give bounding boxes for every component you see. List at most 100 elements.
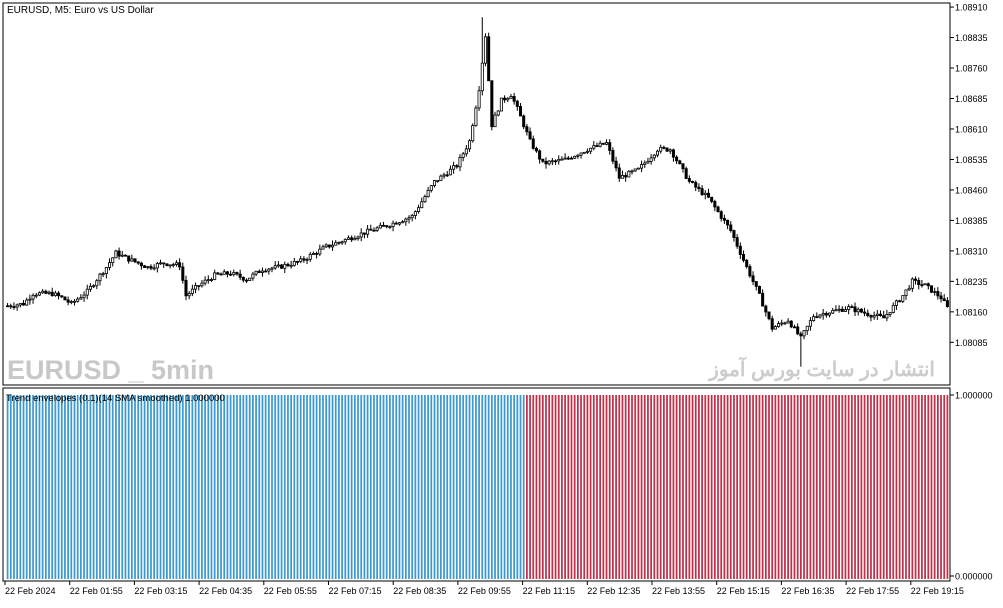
candle (585, 148, 589, 154)
candle (831, 307, 835, 314)
candle (703, 190, 707, 200)
candle (362, 232, 366, 239)
candle (773, 325, 777, 330)
candle (786, 318, 790, 324)
candle (646, 157, 650, 164)
candle (397, 222, 401, 226)
candle (37, 291, 41, 296)
candle (659, 144, 663, 154)
candle (754, 281, 758, 291)
candle (190, 284, 194, 297)
indicator-tick-label: 1.000000 (955, 391, 993, 401)
candle (136, 261, 140, 265)
watermark-symbol: EURUSD _ 5min (7, 355, 214, 385)
chart-title: EURUSD, M5: Euro vs US Dollar (7, 5, 154, 16)
candle (120, 250, 124, 258)
candle (894, 299, 898, 310)
candle (292, 257, 296, 267)
candle (432, 180, 437, 188)
candle (668, 148, 672, 155)
candle (525, 123, 529, 136)
candle (152, 264, 156, 271)
candle (614, 156, 618, 172)
candle (891, 302, 895, 314)
candle (53, 290, 57, 297)
candle (474, 105, 478, 127)
candle (155, 261, 159, 273)
candle (678, 159, 682, 165)
price-tick-label: 1.08910 (955, 3, 988, 13)
candle (22, 300, 26, 306)
candle (12, 302, 16, 310)
candle (353, 235, 357, 241)
candle (573, 155, 577, 159)
candle (382, 221, 386, 227)
candle (608, 139, 612, 155)
candle (560, 156, 564, 161)
candle (780, 319, 784, 327)
candle (302, 256, 306, 263)
candle (598, 140, 602, 148)
candle (847, 304, 851, 315)
candle (837, 305, 841, 313)
candle (592, 140, 596, 151)
candle (636, 167, 640, 170)
candle (318, 244, 322, 257)
candle (630, 169, 634, 175)
candle (346, 235, 350, 240)
time-axis: 22 Feb 2024 22 Feb 01:55 22 Feb 03:15 22 Fe… (4, 581, 964, 596)
indicator-axis: 1.000000 0.000000 (950, 391, 993, 582)
candle (512, 92, 516, 105)
candle (391, 220, 395, 232)
candle (171, 262, 175, 268)
candle (824, 311, 828, 318)
candle (808, 317, 812, 331)
candle (9, 303, 13, 310)
candle (939, 291, 943, 303)
candle (98, 272, 102, 286)
time-tick-label: 22 Feb 08:35 (393, 586, 446, 596)
candle (885, 309, 889, 322)
candle (490, 80, 494, 131)
candle (783, 321, 787, 325)
candle (448, 165, 452, 176)
candle (878, 310, 883, 317)
candle (108, 258, 112, 271)
candle (538, 149, 542, 164)
time-tick-label: 22 Feb 15:15 (717, 586, 770, 596)
candle (748, 264, 752, 278)
price-tick-label: 1.08310 (955, 246, 988, 256)
candle (859, 308, 863, 314)
candle (770, 315, 774, 332)
candle (417, 204, 421, 214)
candle (436, 180, 440, 183)
candle (458, 154, 462, 172)
candle (111, 257, 115, 267)
price-tick-label: 1.08085 (955, 338, 988, 348)
candle (213, 269, 217, 281)
candle (757, 285, 761, 294)
candle (251, 271, 255, 281)
candle (308, 251, 312, 262)
candle (295, 260, 300, 265)
candle (550, 158, 554, 166)
candle (407, 215, 411, 224)
candle (684, 166, 688, 180)
candle (694, 180, 698, 192)
candle (745, 259, 749, 269)
candle (273, 261, 277, 270)
candle (305, 257, 309, 265)
candle (283, 261, 287, 274)
candle (203, 276, 207, 286)
candle (671, 148, 675, 162)
candle (174, 260, 178, 267)
candle (601, 142, 605, 145)
candle (850, 304, 854, 309)
candle (114, 249, 118, 259)
candle (410, 213, 414, 222)
time-tick-label: 22 Feb 01:55 (70, 586, 123, 596)
candle (468, 139, 472, 152)
candle (595, 142, 599, 148)
candle (235, 271, 239, 276)
